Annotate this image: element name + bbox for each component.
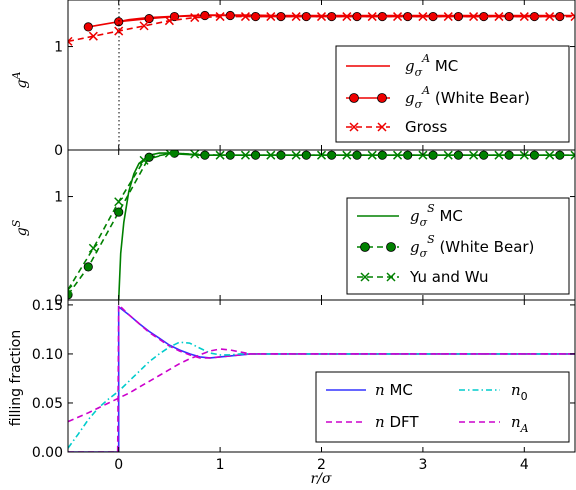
bottom-ytick-label: 0.05	[32, 396, 63, 412]
top-series-3-point	[367, 12, 377, 22]
middle-series-3-point	[316, 150, 327, 160]
middle-series-3-point	[570, 150, 575, 160]
top-series-2-point	[114, 17, 124, 27]
middle-series-3-point	[418, 150, 428, 160]
top-series-3-point	[139, 21, 149, 31]
bottom-xtick-label: 0	[114, 457, 123, 473]
middle-series-3-point	[88, 243, 98, 253]
middle-series-3-point	[469, 150, 479, 160]
bottom-legend-entry-2: n DFT	[375, 413, 419, 431]
top-series-3-point	[545, 12, 555, 22]
bottom-ytick-label: 0.15	[32, 298, 63, 314]
top-legend-entry-1: gσA MC	[405, 52, 458, 79]
middle-series-3-point	[240, 150, 250, 160]
top-series-3-point	[114, 26, 124, 36]
top-legend-entry-2: gσA (White Bear)	[405, 84, 530, 111]
middle-series-3-point	[139, 155, 149, 165]
middle-series-3-point	[215, 150, 225, 160]
middle-series-3-point	[114, 197, 124, 207]
top-ytick-label: 0	[54, 143, 63, 159]
top-series-3-point	[316, 12, 327, 22]
top-series-3-point	[291, 12, 301, 22]
top-series-2-point	[200, 10, 210, 21]
panel-middle: 01 gS gσS MC gσS (White Bear) Yu and Wu	[10, 149, 576, 309]
bottom-legend-entry-3: n0	[511, 381, 528, 403]
middle-ytick-label: 0	[54, 293, 63, 309]
middle-series-2-point	[114, 207, 124, 217]
top-series-3-point	[88, 31, 98, 41]
top-series-2-point	[83, 22, 93, 32]
bottom-ytick-label: 0.10	[32, 347, 63, 363]
bottom-legend: n MC n DFT n0 nA	[315, 371, 570, 443]
middle-series-3-point	[291, 150, 301, 160]
middle-series-3-point	[190, 150, 200, 159]
top-series-3-point	[469, 12, 479, 22]
bottom-legend-entry-4: nA	[511, 413, 529, 435]
middle-legend-entry-2: gσS (White Bear)	[410, 233, 534, 260]
bottom-xtick-label: 1	[216, 457, 225, 473]
top-series-3-point	[393, 12, 403, 22]
middle-series-3-point	[342, 150, 352, 160]
top-series-2-point	[144, 14, 154, 24]
middle-series-3-point	[545, 150, 555, 160]
middle-legend-entry-1: gσS MC	[410, 202, 463, 229]
bottom-xtick-label: 2	[317, 457, 326, 473]
bottom-ytick-label: 0.00	[32, 445, 63, 461]
top-ytick-label: 1	[54, 40, 63, 56]
middle-series-3-point	[494, 150, 504, 160]
bottom-legend-entry-1: n MC	[375, 381, 413, 399]
bottom-xtick-label: 3	[418, 457, 427, 473]
top-series-3-point	[443, 12, 453, 22]
middle-series-3-point	[443, 150, 453, 160]
top-series-3-point	[240, 12, 250, 22]
top-legend-entry-3: Gross	[405, 118, 447, 136]
bottom-xlabel: r/σ	[311, 471, 332, 487]
bottom-ylabel: filling fraction	[8, 330, 24, 426]
top-series-3-point	[215, 12, 225, 22]
top-series-3-point	[342, 12, 352, 22]
top-series-3-point	[494, 12, 504, 22]
top-series-3-point	[570, 12, 575, 22]
top-series-3-point	[164, 16, 174, 26]
top-series-3-point	[266, 12, 276, 22]
top-series-3-point	[190, 13, 200, 23]
bottom-series-4-line	[68, 348, 575, 423]
middle-series-3-point	[393, 150, 403, 160]
top-legend: gσA MC gσA (White Bear) Gross	[335, 45, 570, 143]
middle-series-3-point	[367, 150, 377, 160]
top-series-3-point	[418, 12, 428, 22]
top-series-3-point	[519, 12, 529, 22]
middle-series-3-point	[68, 285, 73, 295]
middle-ytick-label: 1	[54, 190, 63, 206]
top-series-3-point	[68, 36, 73, 46]
bottom-xtick-label: 4	[520, 457, 529, 473]
middle-series-3-point	[519, 150, 529, 160]
middle-legend: gσS MC gσS (White Bear) Yu and Wu	[346, 197, 570, 295]
top-series-2-point	[225, 10, 235, 21]
middle-series-2-point	[83, 262, 93, 272]
middle-series-3-point	[266, 150, 276, 160]
middle-legend-entry-3: Yu and Wu	[409, 268, 489, 286]
panel-top: 01 gA gσA MC gσA (White Bear) Gross	[10, 0, 576, 159]
